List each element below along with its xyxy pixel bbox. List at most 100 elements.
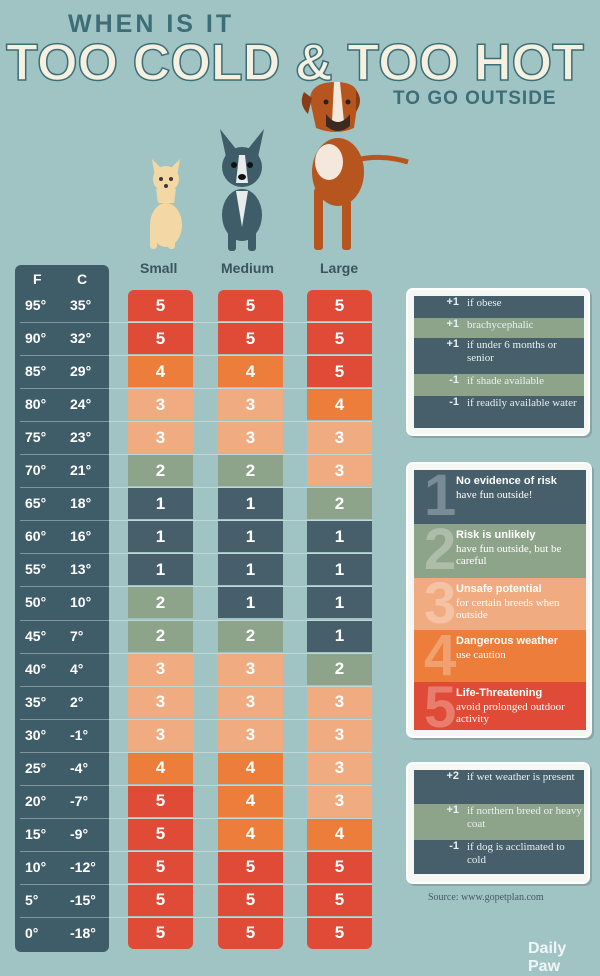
row-divider: [20, 817, 372, 819]
legend-item-1: 1 No evidence of risk have fun outside!: [414, 470, 586, 524]
temp-celsius: -4°: [70, 759, 89, 776]
legend-item-3: 3 Unsafe potential for certain breeds wh…: [414, 578, 586, 630]
risk-cell-medium: 5: [218, 290, 283, 321]
temp-celsius: 35°: [70, 297, 92, 313]
heat-modifier-row: +1 brachycephalic: [414, 318, 584, 338]
temp-celsius: 13°: [70, 561, 92, 578]
risk-cell-large: 3: [307, 752, 372, 784]
risk-cell-small: 1: [128, 488, 193, 520]
risk-cell-small: 5: [128, 884, 193, 916]
risk-cell-medium: 1: [218, 521, 283, 553]
risk-cell-medium: 5: [218, 917, 283, 949]
risk-cell-small: 2: [128, 587, 193, 619]
risk-cell-small: 1: [128, 521, 193, 553]
temp-celsius: 29°: [70, 363, 92, 380]
risk-cell-medium: 2: [218, 620, 283, 652]
risk-cell-small: 3: [128, 422, 193, 454]
row-divider: [20, 652, 372, 654]
row-divider: [20, 784, 372, 786]
cold-modifier-row: +1 if northern breed or heavy coat: [414, 804, 584, 840]
risk-cell-large: 5: [307, 917, 372, 949]
risk-cell-medium: 3: [218, 653, 283, 685]
heat-modifiers-box: +1 if obese +1 brachycephalic +1 if under 6…: [406, 288, 590, 436]
risk-cell-small: 3: [128, 686, 193, 718]
risk-cell-large: 5: [307, 884, 372, 916]
header-main-text: TOO COLD & TOO HOT: [6, 34, 584, 90]
row-divider: [20, 388, 372, 390]
risk-cell-medium: 1: [218, 587, 283, 619]
row-divider: [20, 619, 372, 621]
temp-fahrenheit: 30°: [25, 726, 47, 743]
heat-modifier-row: -1 if shade available: [414, 374, 584, 396]
row-divider: [20, 487, 372, 489]
row-divider: [20, 718, 372, 720]
risk-cell-large: 1: [307, 620, 372, 652]
temp-celsius: 2°: [70, 693, 84, 710]
risk-cell-large: 3: [307, 686, 372, 718]
risk-cell-medium: 3: [218, 686, 283, 718]
row-divider: [20, 883, 372, 885]
temp-fahrenheit: 5°: [25, 891, 39, 908]
risk-cell-small: 5: [128, 290, 193, 321]
temp-celsius: -18°: [70, 924, 96, 941]
temp-celsius: -7°: [70, 792, 89, 809]
temp-celsius: -9°: [70, 825, 89, 842]
risk-cell-large: 1: [307, 587, 372, 619]
temperature-column: [15, 265, 109, 952]
temp-celsius: 7°: [70, 627, 84, 644]
temp-celsius: 21°: [70, 462, 92, 479]
temp-fahrenheit: 15°: [25, 825, 47, 842]
risk-cell-small: 5: [128, 323, 193, 355]
temp-fahrenheit: 75°: [25, 429, 47, 446]
row-divider: [20, 355, 372, 357]
risk-cell-large: 3: [307, 785, 372, 817]
temp-celsius: 10°: [70, 594, 92, 611]
row-divider: [20, 850, 372, 852]
row-divider: [20, 520, 372, 522]
risk-cell-small: 4: [128, 752, 193, 784]
risk-cell-large: 5: [307, 851, 372, 883]
risk-cell-small: 4: [128, 356, 193, 388]
risk-cell-medium: 4: [218, 356, 283, 388]
cold-modifier-row: +2 if wet weather is present: [414, 770, 584, 804]
risk-cell-large: 5: [307, 356, 372, 388]
risk-cell-large: 2: [307, 488, 372, 520]
risk-cell-medium: 3: [218, 422, 283, 454]
temp-fahrenheit: 40°: [25, 660, 47, 677]
temp-fahrenheit: 35°: [25, 693, 47, 710]
celsius-header: C: [77, 271, 88, 287]
temp-celsius: -1°: [70, 726, 89, 743]
risk-cell-large: 1: [307, 554, 372, 586]
size-label-medium: Medium: [221, 260, 274, 276]
temp-celsius: -15°: [70, 891, 96, 908]
risk-cell-medium: 4: [218, 785, 283, 817]
cold-modifiers-box: +2 if wet weather is present +1 if norther…: [406, 762, 590, 884]
row-divider: [20, 553, 372, 555]
risk-cell-small: 5: [128, 785, 193, 817]
temp-celsius: 24°: [70, 396, 92, 413]
source-credit: Source: www.gopetplan.com: [428, 892, 544, 903]
risk-cell-large: 3: [307, 455, 372, 487]
brand-logo: Daily Paw: [528, 940, 567, 975]
risk-cell-medium: 4: [218, 818, 283, 850]
temp-celsius: -12°: [70, 858, 96, 875]
risk-cell-small: 5: [128, 851, 193, 883]
temp-fahrenheit: 50°: [25, 594, 47, 611]
temp-fahrenheit: 20°: [25, 792, 47, 809]
temp-fahrenheit: 0°: [25, 924, 39, 941]
risk-cell-small: 3: [128, 389, 193, 421]
temp-fahrenheit: 90°: [25, 330, 47, 347]
risk-cell-large: 4: [307, 818, 372, 850]
risk-cell-medium: 1: [218, 488, 283, 520]
risk-cell-medium: 5: [218, 884, 283, 916]
temp-celsius: 18°: [70, 495, 92, 512]
heat-modifier-row: +1 if obese: [414, 296, 584, 318]
risk-cell-medium: 3: [218, 719, 283, 751]
size-label-small: Small: [140, 260, 178, 276]
risk-cell-small: 2: [128, 455, 193, 487]
risk-cell-medium: 4: [218, 752, 283, 784]
risk-cell-small: 3: [128, 719, 193, 751]
risk-cell-medium: 5: [218, 851, 283, 883]
risk-cell-small: 5: [128, 917, 193, 949]
risk-cell-large: 5: [307, 290, 372, 321]
